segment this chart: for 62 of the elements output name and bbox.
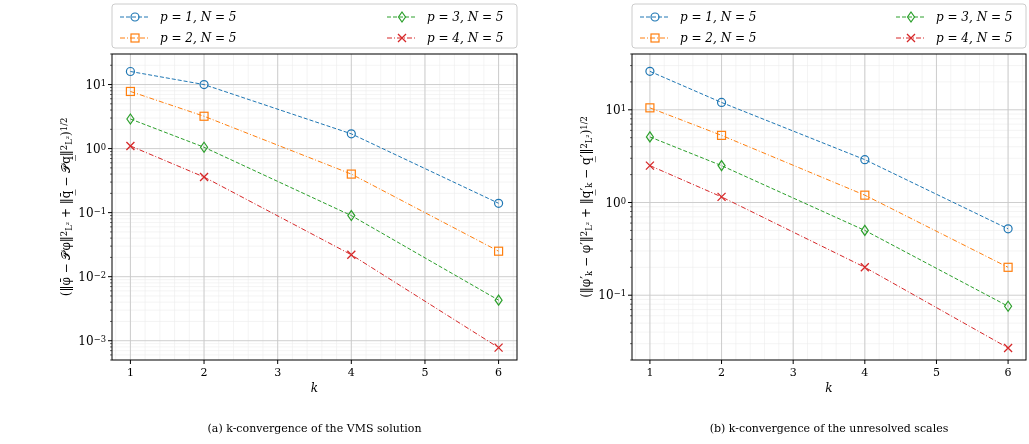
point <box>125 141 136 151</box>
y-tick-label: 10$^{1}$ <box>85 77 106 92</box>
point <box>1003 300 1013 312</box>
point <box>717 160 726 172</box>
point <box>860 262 870 272</box>
y-tick-label: 10$^{1}$ <box>605 102 626 117</box>
point <box>199 172 209 182</box>
y-tick-label: 10$^{0}$ <box>85 141 106 156</box>
y-tick-label: 10$^{−2}$ <box>78 269 106 284</box>
point <box>1003 262 1013 272</box>
point <box>1003 224 1013 234</box>
text: (a) k-convergence of the VMS solution <box>207 422 422 435</box>
point <box>125 66 136 77</box>
point <box>346 250 356 260</box>
x-tick-label: 5 <box>932 366 940 379</box>
x-tick-label: 6 <box>495 366 503 379</box>
point <box>716 192 727 202</box>
x-axis-title: k <box>825 381 833 395</box>
x-axis-title: k <box>310 381 319 395</box>
legend-label: p = 1, N = 5 <box>160 10 237 24</box>
point <box>199 111 209 121</box>
point <box>346 129 356 139</box>
point <box>126 113 135 125</box>
y-tick-label: 10$^{−3}$ <box>78 333 106 348</box>
x-tick-label: 5 <box>421 366 429 379</box>
point <box>346 169 356 179</box>
x-tick-label: 3 <box>789 366 797 379</box>
point <box>493 198 504 208</box>
legend-label: p = 3, N = 5 <box>427 10 504 24</box>
legend-label: p = 1, N = 5 <box>680 10 757 24</box>
point <box>645 160 655 171</box>
x-tick-label: 1 <box>126 366 134 379</box>
y-tick-label: 10$^{−1}$ <box>598 288 626 303</box>
point <box>494 294 503 306</box>
legend-label: p = 3, N = 5 <box>936 10 1013 24</box>
x-tick-label: 2 <box>718 366 726 379</box>
point <box>199 141 209 153</box>
point <box>493 342 504 353</box>
x-tick-label: 3 <box>274 366 282 379</box>
y-tick-label: 10$^{0}$ <box>605 195 626 210</box>
point <box>493 246 504 256</box>
x-tick-label: 4 <box>861 366 869 379</box>
x-tick-label: 1 <box>646 366 654 379</box>
y-tick-label: 10$^{−1}$ <box>78 205 106 220</box>
point <box>860 155 870 165</box>
point <box>860 190 870 200</box>
x-tick-label: 4 <box>347 366 355 379</box>
legend-label: p = 4, N = 5 <box>936 31 1013 45</box>
point <box>1003 343 1013 353</box>
legend-label: p = 2, N = 5 <box>160 31 237 45</box>
legend-label: p = 2, N = 5 <box>680 31 757 45</box>
point <box>716 130 727 140</box>
point <box>645 103 655 113</box>
x-tick-label: 6 <box>1004 366 1012 379</box>
point <box>199 79 209 90</box>
point <box>716 97 727 108</box>
point <box>645 66 655 76</box>
point <box>645 131 655 143</box>
x-tick-label: 2 <box>200 366 208 379</box>
text: (b) k-convergence of the unresolved scales <box>709 422 949 435</box>
point <box>125 86 136 97</box>
legend-label: p = 4, N = 5 <box>427 31 504 45</box>
